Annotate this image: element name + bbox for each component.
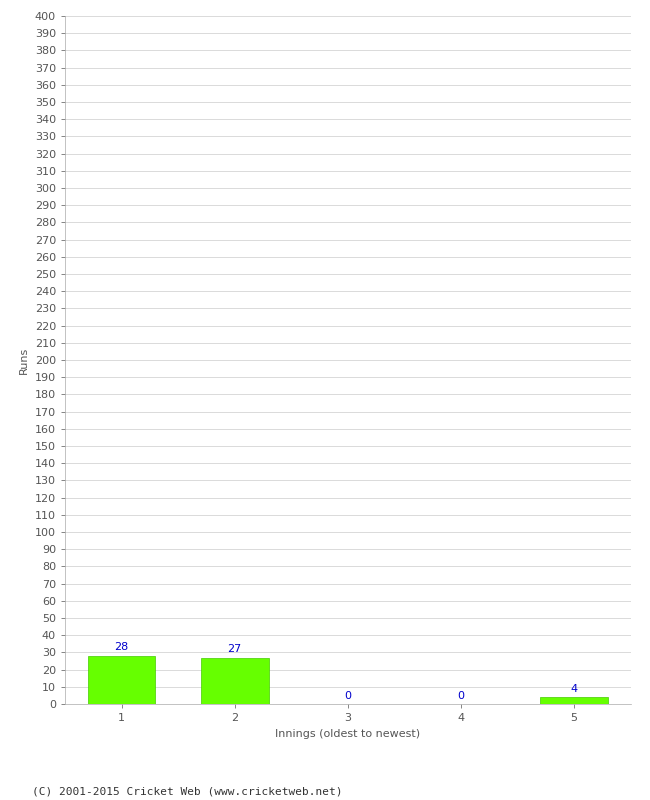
Bar: [201, 658, 268, 704]
Y-axis label: Runs: Runs: [19, 346, 29, 374]
Text: 4: 4: [571, 684, 577, 694]
X-axis label: Innings (oldest to newest): Innings (oldest to newest): [275, 729, 421, 738]
Bar: [88, 656, 155, 704]
Text: 28: 28: [114, 642, 129, 653]
Text: (C) 2001-2015 Cricket Web (www.cricketweb.net): (C) 2001-2015 Cricket Web (www.cricketwe…: [32, 786, 343, 796]
Text: 0: 0: [344, 690, 351, 701]
Bar: [540, 697, 608, 704]
Text: 0: 0: [458, 690, 464, 701]
Text: 27: 27: [227, 644, 242, 654]
